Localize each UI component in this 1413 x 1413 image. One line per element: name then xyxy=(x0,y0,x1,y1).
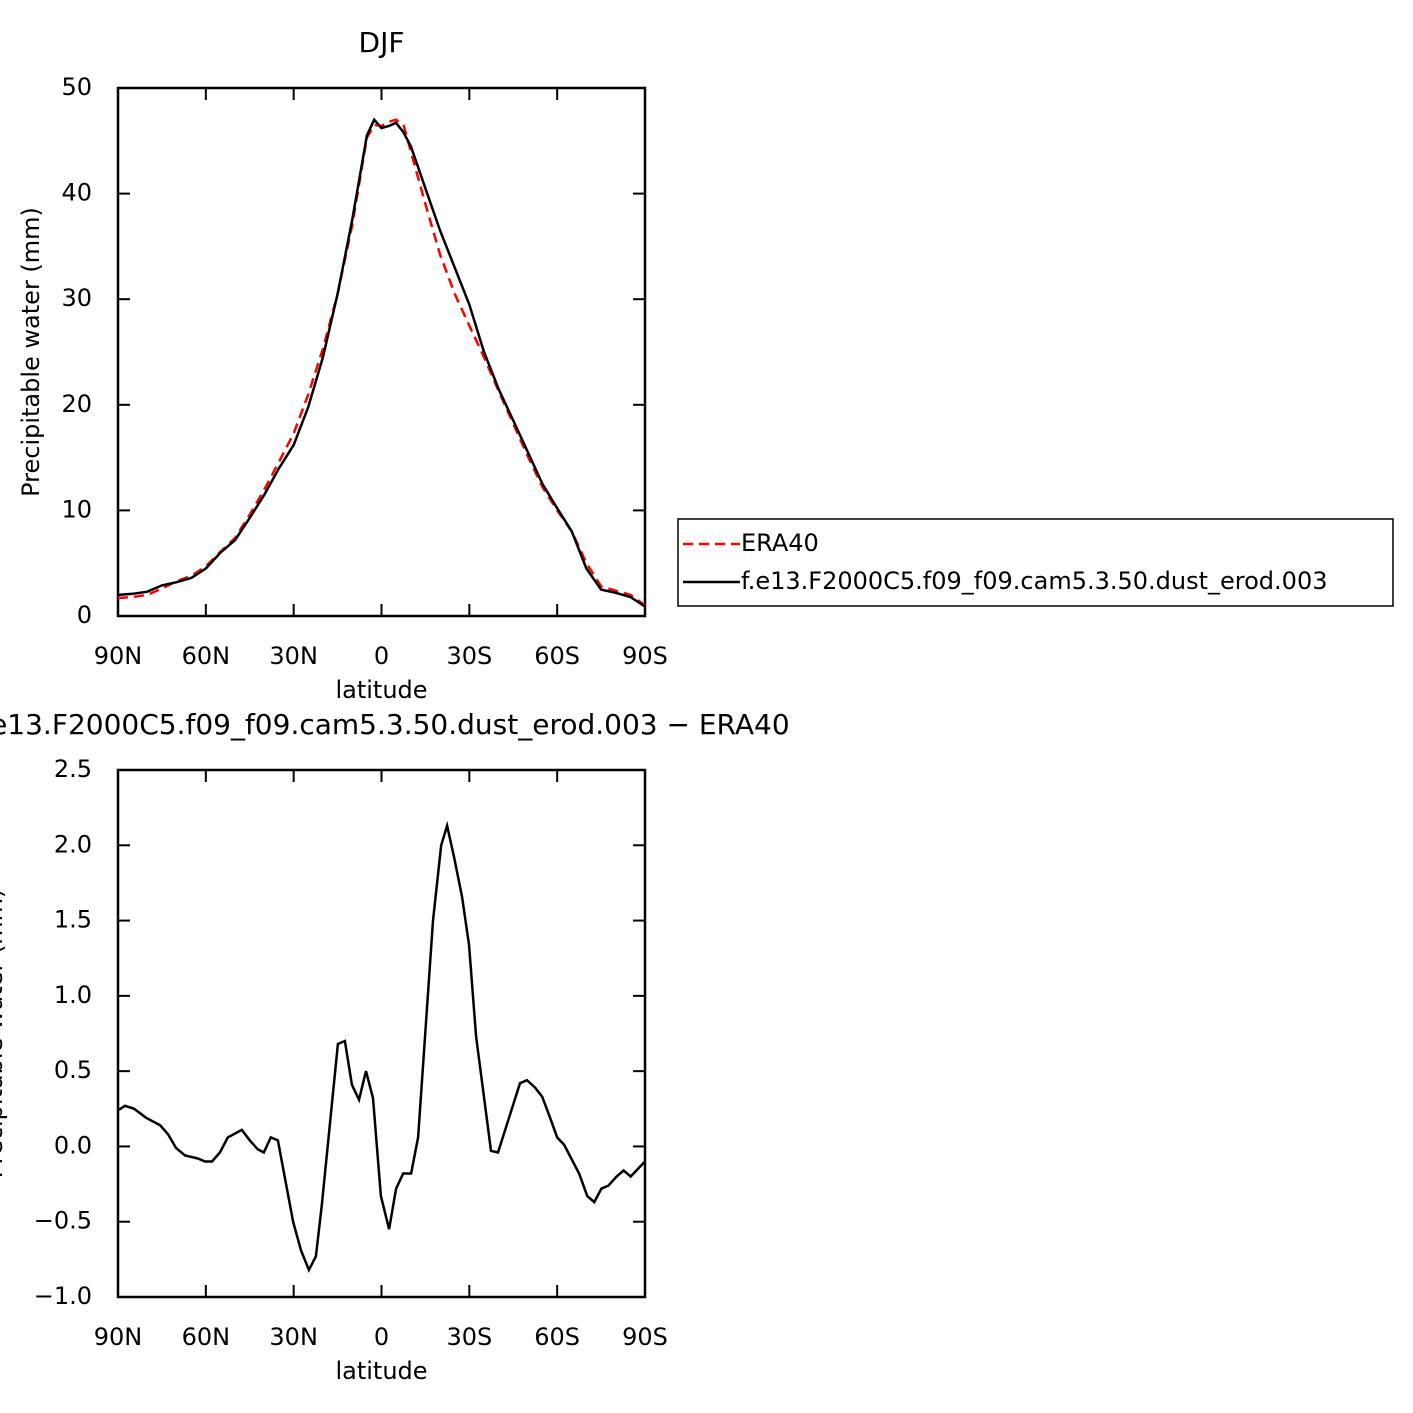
x-tick-label: 60S xyxy=(534,642,580,670)
data-line xyxy=(117,118,646,607)
x-tick-label: 30S xyxy=(446,1323,492,1351)
x-axis-label: latitude xyxy=(335,1357,427,1385)
legend-box xyxy=(677,518,1394,607)
plot-frame xyxy=(116,86,647,618)
x-tick-label: 90N xyxy=(94,642,143,670)
y-tick-label: 10 xyxy=(61,495,92,523)
y-tick-label: −1.0 xyxy=(34,1282,92,1310)
x-tick-label: 30N xyxy=(269,642,318,670)
y-tick-label: 0.0 xyxy=(54,1131,92,1159)
chart-title: DJF xyxy=(359,26,405,59)
y-tick-label: 1.5 xyxy=(54,906,92,934)
x-tick-label: 90S xyxy=(622,1323,668,1351)
x-tick-label: 60S xyxy=(534,1323,580,1351)
data-line xyxy=(117,820,646,1273)
x-tick-label: 30S xyxy=(446,642,492,670)
y-tick-label: 40 xyxy=(61,179,92,207)
data-line xyxy=(117,117,646,608)
y-tick-label: 30 xyxy=(61,284,92,312)
y-tick-label: 2.0 xyxy=(54,830,92,858)
y-tick-label: 50 xyxy=(61,73,92,101)
chart-title: f.e13.F2000C5.f09_f09.cam5.3.50.dust_ero… xyxy=(0,708,790,741)
x-tick-label: 60N xyxy=(182,642,231,670)
y-axis-label: Precipitable water (mm) xyxy=(17,207,45,497)
y-axis-label: Precipitable water (mm) xyxy=(0,889,8,1179)
legend-label: f.e13.F2000C5.f09_f09.cam5.3.50.dust_ero… xyxy=(741,567,1327,595)
x-tick-label: 30N xyxy=(269,1323,318,1351)
x-tick-label: 90S xyxy=(622,642,668,670)
legend-label: ERA40 xyxy=(741,529,819,557)
x-tick-label: 60N xyxy=(182,1323,231,1351)
x-tick-label: 0 xyxy=(374,1323,389,1351)
x-tick-label: 90N xyxy=(94,1323,143,1351)
y-tick-label: 1.0 xyxy=(54,981,92,1009)
y-tick-label: −0.5 xyxy=(34,1207,92,1235)
y-tick-label: 0.5 xyxy=(54,1056,92,1084)
x-axis-label: latitude xyxy=(335,676,427,704)
x-tick-label: 0 xyxy=(374,642,389,670)
plot-frame xyxy=(116,768,647,1299)
y-tick-label: 2.5 xyxy=(54,755,92,783)
y-tick-label: 0 xyxy=(77,601,92,629)
y-tick-label: 20 xyxy=(61,390,92,418)
